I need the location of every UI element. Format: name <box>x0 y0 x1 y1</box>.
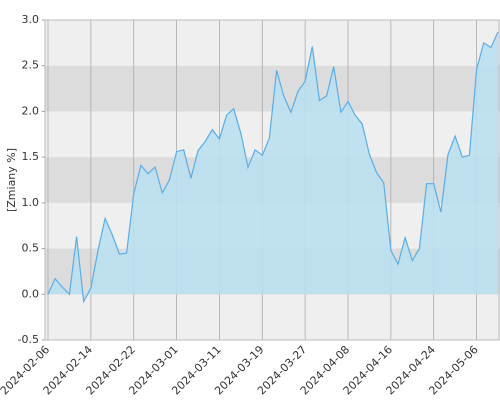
line <box>47 31 499 304</box>
y-tick-label: 3.0 <box>22 13 40 26</box>
y-tick-label: 0.0 <box>22 287 40 300</box>
y-tick-label: -0.5 <box>18 333 39 346</box>
y-tick-label: 0.5 <box>22 242 40 255</box>
y-axis-label: [Zmiany %] <box>5 148 18 212</box>
area <box>48 31 498 302</box>
y-tick-label: 2.5 <box>22 59 40 72</box>
y-tick-label: 2.0 <box>22 104 40 117</box>
y-tick-label: 1.0 <box>22 196 40 209</box>
y-tick-label: 1.5 <box>22 150 40 163</box>
plot-border <box>44 19 500 341</box>
